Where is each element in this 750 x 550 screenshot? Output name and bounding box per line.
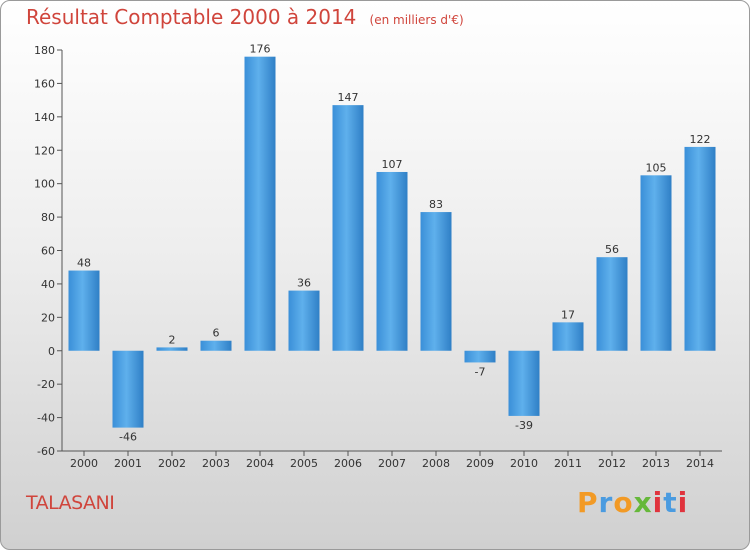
unit-label: (en milliers d'€) [369, 13, 464, 27]
logo-letter: i [677, 486, 689, 519]
data-label: -39 [515, 419, 533, 432]
data-label: 2 [169, 333, 176, 346]
data-label: -46 [119, 431, 137, 444]
bar [640, 175, 672, 351]
logo-letter: t [663, 486, 678, 519]
bar [684, 146, 716, 351]
bar [464, 350, 496, 363]
bar [508, 350, 540, 416]
data-label: 56 [605, 243, 619, 256]
chart-header: Résultat Comptable 2000 à 2014 (en milli… [26, 5, 464, 29]
data-label: 107 [382, 158, 403, 171]
x-tick-label: 2010 [510, 457, 538, 470]
logo-letter: o [613, 486, 634, 519]
bar [112, 350, 144, 428]
y-tick-label: 80 [41, 211, 55, 224]
x-tick-label: 2005 [290, 457, 318, 470]
logo-letter: P [577, 486, 599, 519]
x-tick-label: 2013 [642, 457, 670, 470]
y-tick-label: 120 [34, 144, 55, 157]
data-label: 122 [690, 133, 711, 146]
y-tick-label: -40 [37, 412, 55, 425]
data-label: 36 [297, 277, 311, 290]
y-tick-label: 20 [41, 311, 55, 324]
x-tick-label: 2004 [246, 457, 274, 470]
data-label: 105 [646, 161, 667, 174]
bar [244, 56, 276, 351]
chart-title: Résultat Comptable 2000 à 2014 [26, 5, 357, 29]
data-label: 6 [213, 327, 220, 340]
y-tick-label: 160 [34, 77, 55, 90]
data-label: -7 [475, 365, 486, 378]
proxiti-logo[interactable]: Proxiti [577, 486, 688, 519]
y-tick-label: -60 [37, 445, 55, 458]
y-tick-label: 140 [34, 111, 55, 124]
y-tick-label: 180 [34, 44, 55, 57]
y-tick-label: 60 [41, 245, 55, 258]
bar [420, 212, 452, 351]
data-label: 176 [250, 43, 271, 56]
logo-letter: i [652, 486, 664, 519]
bar [200, 340, 232, 351]
place-name: TALASANI [26, 492, 115, 514]
x-tick-label: 2003 [202, 457, 230, 470]
bar [156, 347, 188, 351]
data-label: 83 [429, 198, 443, 211]
bar [596, 257, 628, 351]
bar [288, 290, 320, 351]
y-tick-label: -20 [37, 378, 55, 391]
bar [332, 105, 364, 351]
x-tick-label: 2008 [422, 457, 450, 470]
data-label: 147 [338, 91, 359, 104]
bar [68, 270, 100, 351]
x-tick-label: 2001 [114, 457, 142, 470]
data-label: 48 [77, 257, 91, 270]
x-tick-label: 2012 [598, 457, 626, 470]
data-label: 17 [561, 308, 575, 321]
x-tick-label: 2011 [554, 457, 582, 470]
x-tick-label: 2009 [466, 457, 494, 470]
logo-letter: r [598, 486, 614, 519]
x-tick-label: 2006 [334, 457, 362, 470]
y-tick-label: 100 [34, 178, 55, 191]
bar [552, 322, 584, 351]
y-tick-label: 40 [41, 278, 55, 291]
x-tick-label: 2000 [70, 457, 98, 470]
x-tick-label: 2007 [378, 457, 406, 470]
x-tick-label: 2002 [158, 457, 186, 470]
x-tick-label: 2014 [686, 457, 714, 470]
logo-letter: x [633, 486, 653, 519]
y-tick-label: 0 [48, 345, 55, 358]
bar [376, 171, 408, 351]
